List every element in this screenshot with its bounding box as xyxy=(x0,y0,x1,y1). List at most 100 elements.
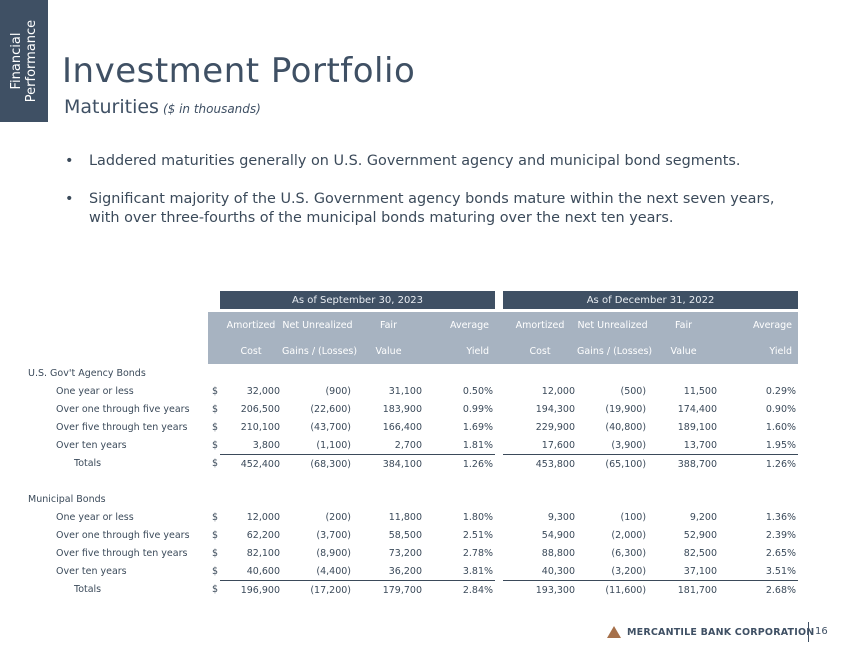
col-header-cost: Cost xyxy=(503,338,578,364)
col-header-gains-losses: Gains / (Losses) xyxy=(577,338,652,364)
table-cell: 36,200 xyxy=(353,562,424,581)
currency-symbol: $ xyxy=(212,584,219,596)
column-gap xyxy=(495,455,503,474)
bullet-item: Significant majority of the U.S. Governm… xyxy=(62,190,782,228)
table-cell: 179,700 xyxy=(382,584,422,596)
table-cell: 452,400 xyxy=(240,458,280,470)
col-header-yield: Yield xyxy=(719,338,799,364)
table-cell: 210,100 xyxy=(240,421,280,433)
section-header-row: Municipal Bonds xyxy=(28,490,798,508)
table-cell: (68,300) xyxy=(310,458,351,470)
table-cell: 189,100 xyxy=(677,421,718,433)
table-cell: 3.81% xyxy=(424,562,496,581)
table-cell: 31,100 xyxy=(388,385,422,397)
page-title: Investment Portfolio xyxy=(62,51,416,91)
table-cell: 2.65% xyxy=(765,547,797,559)
table-cell: 1.26% xyxy=(765,458,797,470)
table-cell: (4,400) xyxy=(282,562,353,581)
company-name: MERCANTILE BANK CORPORATION xyxy=(627,626,815,638)
table-cell: 2.78% xyxy=(462,547,494,559)
table-row: Over ten years $40,600 (4,400) 36,200 3.81% 4… xyxy=(28,562,799,581)
table-cell: (19,900) xyxy=(605,403,647,415)
subtitle-note: ($ in thousands) xyxy=(162,102,261,116)
col-header-yield: Yield xyxy=(424,338,496,364)
table-cell: 193,300 xyxy=(535,584,576,596)
col-header-net-unrealized: Net Unrealized xyxy=(282,312,353,338)
table-cell: 1.60% xyxy=(765,421,797,433)
currency-symbol: $ xyxy=(212,547,219,559)
section-tab-label: Financial Performance xyxy=(9,20,39,102)
table-cell: 2,700 xyxy=(353,436,424,455)
table-cell: 0.90% xyxy=(765,403,797,415)
col-header-value: Value xyxy=(353,338,424,364)
table-cell: (8,900) xyxy=(316,547,351,559)
footer-divider xyxy=(808,622,809,642)
column-gap xyxy=(495,382,503,400)
table-row: Over ten years $3,800 (1,100) 2,700 1.81% 17,… xyxy=(28,436,799,455)
section-tab: Financial Performance xyxy=(0,0,48,122)
table-cell: 388,700 xyxy=(677,458,718,470)
currency-symbol: $ xyxy=(212,458,219,470)
table-cell: 58,500 xyxy=(388,529,422,541)
column-gap xyxy=(495,508,503,526)
table-cell: 196,900 xyxy=(240,584,280,596)
section-label: Municipal Bonds xyxy=(28,493,106,505)
table-body: U.S. Gov't Agency Bonds One year or less $… xyxy=(28,364,799,599)
table-cell: 54,900 xyxy=(541,529,576,541)
currency-symbol: $ xyxy=(212,439,219,451)
table-row: One year or less $32,000 (900) 31,100 0.50% 1… xyxy=(28,382,798,400)
table-cell: 12,000 xyxy=(541,385,576,397)
table-cell: (22,600) xyxy=(310,403,351,415)
table-cell: 82,100 xyxy=(246,547,280,559)
table-cell: (200) xyxy=(325,511,351,523)
col-header-net-unrealized: Net Unrealized xyxy=(577,312,649,338)
row-label: Over one through five years xyxy=(56,529,190,541)
table-cell: 166,400 xyxy=(382,421,422,433)
row-label: Totals xyxy=(74,584,102,596)
group-header-sep-2023: As of September 30, 2023 xyxy=(220,291,496,309)
table-cell: 1.81% xyxy=(424,436,496,455)
section-spacer xyxy=(28,473,798,490)
table-cell: 12,000 xyxy=(246,511,280,523)
currency-symbol: $ xyxy=(212,511,219,523)
col-header-cost: Cost xyxy=(220,338,282,364)
table-cell: (900) xyxy=(325,385,351,397)
currency-symbol: $ xyxy=(212,565,219,577)
col-header-fair: Fair xyxy=(353,312,424,338)
column-gap xyxy=(495,436,503,455)
table-row: Over one through five years $206,500 (22,6… xyxy=(28,400,798,418)
table-cell: 2.68% xyxy=(765,584,797,596)
subtitle-text: Maturities xyxy=(64,96,159,118)
col-header-fair: Fair xyxy=(648,312,720,338)
table-row: Over five through ten years $82,100 (8,900… xyxy=(28,544,798,562)
row-label: One year or less xyxy=(56,511,134,523)
triangle-logo-icon xyxy=(607,626,621,638)
group-header-dec-2022: As of December 31, 2022 xyxy=(503,291,799,309)
table-cell: 62,200 xyxy=(246,529,280,541)
table-cell: (11,600) xyxy=(605,584,647,596)
table-cell: (43,700) xyxy=(310,421,351,433)
table-cell: 37,100 xyxy=(648,562,720,581)
table-cell: 1.95% xyxy=(719,436,799,455)
col-header-average: Average xyxy=(424,312,496,338)
table-cell: 0.99% xyxy=(462,403,494,415)
table-cell: 174,400 xyxy=(677,403,718,415)
table-cell: 194,300 xyxy=(535,403,576,415)
table-cell: 88,800 xyxy=(541,547,576,559)
table-row: Over five through ten years $210,100 (43,7… xyxy=(28,418,798,436)
table-row: Over one through five years $62,200 (3,700… xyxy=(28,526,798,544)
table-cell: (500) xyxy=(620,385,647,397)
table-cell: 1.36% xyxy=(765,511,797,523)
table-cell: 11,800 xyxy=(388,511,422,523)
col-header-value: Value xyxy=(648,338,720,364)
table-cell: 17,600 xyxy=(503,436,578,455)
table-cell: 13,700 xyxy=(648,436,720,455)
table-cell: (65,100) xyxy=(605,458,647,470)
bullet-list: Laddered maturities generally on U.S. Go… xyxy=(62,152,782,247)
table-cell: 2.39% xyxy=(765,529,797,541)
table-cell: (3,700) xyxy=(316,529,351,541)
section-tab-line2: Performance xyxy=(24,19,39,103)
row-label: Totals xyxy=(74,458,102,470)
row-label: Over ten years xyxy=(56,565,127,577)
table-cell: 2.84% xyxy=(462,584,494,596)
